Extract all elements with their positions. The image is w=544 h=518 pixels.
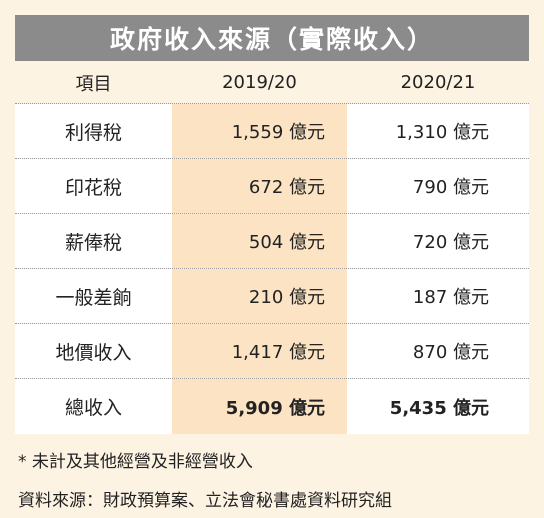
row-value-2019-20: 210 億元: [172, 269, 347, 323]
row-item: 薪俸稅: [15, 214, 172, 268]
total-value-2019-20: 5,909 億元: [172, 379, 347, 434]
row-value-2020-21: 720 億元: [347, 214, 529, 268]
row-value-2020-21: 187 億元: [347, 269, 529, 323]
row-value-2019-20: 504 億元: [172, 214, 347, 268]
footnote: * 未計及其他經營及非經營收入: [18, 452, 253, 472]
total-label: 總收入: [15, 379, 172, 434]
source-note: 資料來源：財政預算案、立法會秘書處資料研究組: [18, 491, 392, 511]
row-value-2020-21: 870 億元: [347, 324, 529, 378]
table-row: 地價收入 1,417 億元 870 億元: [15, 324, 529, 379]
table-row-total: 總收入 5,909 億元 5,435 億元: [15, 379, 529, 434]
table-row: 一般差餉 210 億元 187 億元: [15, 269, 529, 324]
header-2019-20: 2019/20: [222, 72, 297, 93]
table-title: 政府收入來源（實際收入）: [15, 15, 529, 61]
revenue-table: 項目 2019/20 2020/21 利得稅 1,559 億元 1,310 億元…: [15, 62, 529, 434]
row-item: 利得稅: [15, 104, 172, 158]
header-2020-21: 2020/21: [400, 72, 476, 93]
row-value-2020-21: 790 億元: [347, 159, 529, 213]
header-item: 項目: [75, 73, 112, 95]
row-value-2020-21: 1,310 億元: [347, 104, 529, 158]
table-header-row: 項目 2019/20 2020/21: [15, 62, 529, 104]
row-value-2019-20: 672 億元: [172, 159, 347, 213]
table-row: 印花稅 672 億元 790 億元: [15, 159, 529, 214]
total-value-2020-21: 5,435 億元: [347, 379, 529, 434]
row-value-2019-20: 1,559 億元: [172, 104, 347, 158]
table-row: 利得稅 1,559 億元 1,310 億元: [15, 104, 529, 159]
row-item: 印花稅: [15, 159, 172, 213]
row-value-2019-20: 1,417 億元: [172, 324, 347, 378]
row-item: 一般差餉: [15, 269, 172, 323]
table-row: 薪俸稅 504 億元 720 億元: [15, 214, 529, 269]
row-item: 地價收入: [15, 324, 172, 378]
